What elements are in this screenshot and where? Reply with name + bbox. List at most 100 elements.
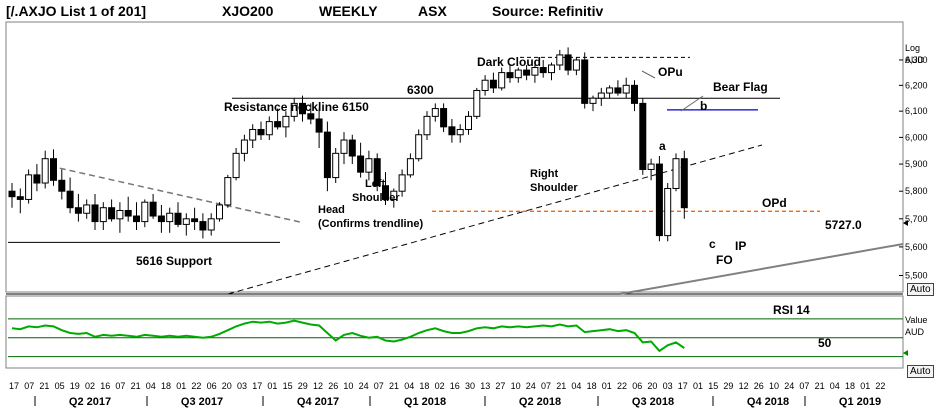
- x-tick-label: 16: [100, 381, 110, 391]
- x-tick-label: 22: [875, 381, 885, 391]
- candle-up: [622, 84, 630, 94]
- x-tick-label: 01: [602, 381, 612, 391]
- rsi-auto-button[interactable]: Auto: [907, 365, 934, 378]
- x-tick-label: 06: [207, 381, 217, 391]
- candle-down: [191, 218, 199, 223]
- left-shoulder-label-1: Left: [365, 178, 386, 190]
- candle-up: [597, 92, 605, 99]
- candle-up: [498, 72, 506, 89]
- x-tick-label: 07: [24, 381, 34, 391]
- candle-up: [456, 128, 464, 136]
- x-tick-label: 19: [70, 381, 80, 391]
- candle-up: [224, 177, 232, 206]
- rsi-value-label: Value: [905, 315, 927, 325]
- y-tick-label: 5,900: [905, 159, 928, 169]
- x-tick-label: 24: [359, 381, 369, 391]
- candle-down: [323, 131, 331, 179]
- right-shoulder-label-1: Right: [530, 168, 558, 180]
- aud-scale-label: AUD: [905, 55, 925, 65]
- log-scale-label: Log: [905, 43, 920, 53]
- x-tick-label: 04: [571, 381, 581, 391]
- exchange-label: ASX: [418, 3, 447, 19]
- candle-up: [664, 187, 672, 237]
- candle-up: [290, 102, 298, 117]
- candle-down: [157, 215, 165, 223]
- x-tick-label: 03: [237, 381, 247, 391]
- ip-label: IP: [735, 239, 746, 253]
- candle-up: [83, 204, 91, 214]
- candle-up: [572, 59, 580, 71]
- candle-down: [539, 67, 547, 74]
- opu-label: OPu: [658, 65, 683, 79]
- y-tick-label: 5,800: [905, 186, 928, 196]
- candle-down: [655, 163, 663, 237]
- candle-up: [647, 163, 655, 170]
- x-tick-label: 27: [495, 381, 505, 391]
- candle-up: [589, 97, 597, 104]
- candle-up: [182, 218, 190, 225]
- x-tick-label: 18: [161, 381, 171, 391]
- x-tick-label: 10: [769, 381, 779, 391]
- x-tick-label: 18: [845, 381, 855, 391]
- opd-label: OPd: [762, 196, 787, 210]
- candle-down: [564, 54, 572, 71]
- x-tick-label: 17: [252, 381, 262, 391]
- x-tick-label: 17: [678, 381, 688, 391]
- rsi-current-marker: [903, 350, 908, 356]
- candle-up: [398, 174, 406, 192]
- x-quarter-label: Q1 2018: [404, 396, 446, 408]
- resistance-label: Resistance neckline 6150: [224, 100, 369, 114]
- x-tick-label: 07: [799, 381, 809, 391]
- candle-down: [16, 196, 24, 200]
- x-quarter-label: Q2 2017: [69, 396, 111, 408]
- downtrend-line: [49, 165, 301, 223]
- candle-up: [531, 67, 539, 76]
- candle-up: [166, 212, 174, 223]
- rsi-level-label: 50: [818, 336, 832, 350]
- candle-up: [473, 89, 481, 117]
- price-auto-button[interactable]: Auto: [907, 283, 934, 296]
- left-shoulder-label-2: Shoulder: [352, 192, 400, 204]
- candle-up: [249, 128, 257, 141]
- y-tick-label: 5,600: [905, 242, 928, 252]
- x-tick-label: 24: [526, 381, 536, 391]
- long-trend-line: [619, 243, 904, 295]
- head-label-2: (Confirms trendline): [318, 218, 423, 230]
- list-label[interactable]: [/.AXJO List 1 of 201]: [6, 3, 147, 19]
- x-tick-label: 21: [39, 381, 49, 391]
- x-tick-label: 22: [191, 381, 201, 391]
- candle-down: [448, 126, 456, 136]
- candle-down: [74, 207, 82, 214]
- x-tick-label: 01: [176, 381, 186, 391]
- candle-up: [514, 69, 522, 79]
- x-tick-label: 01: [693, 381, 703, 391]
- x-tick-label: 07: [374, 381, 384, 391]
- right-shoulder-label-2: Shoulder: [530, 182, 578, 194]
- candle-down: [680, 158, 688, 209]
- candle-down: [91, 204, 99, 223]
- candle-up: [25, 174, 33, 200]
- x-tick-label: 04: [830, 381, 840, 391]
- candle-down: [581, 59, 589, 104]
- candle-up: [41, 158, 49, 184]
- candle-up: [340, 139, 348, 154]
- candle-down: [124, 209, 132, 217]
- candle-down: [257, 128, 265, 136]
- candle-down: [631, 84, 638, 104]
- x-tick-label: 12: [313, 381, 323, 391]
- candle-down: [307, 113, 315, 120]
- candle-up: [548, 64, 555, 74]
- candle-up: [282, 115, 290, 128]
- candle-down: [50, 158, 57, 181]
- candle-up: [481, 79, 489, 91]
- candle-down: [174, 212, 182, 225]
- candle-up: [431, 108, 439, 117]
- source-label: Source: Refinitiv: [492, 3, 604, 19]
- y-tick-label: 6,300: [905, 55, 928, 65]
- candle-down: [8, 190, 16, 198]
- x-tick-label: 02: [435, 381, 445, 391]
- x-quarter-label: Q1 2019: [839, 396, 881, 408]
- candle-up: [390, 190, 398, 200]
- rsi-panel-frame: [5, 295, 904, 369]
